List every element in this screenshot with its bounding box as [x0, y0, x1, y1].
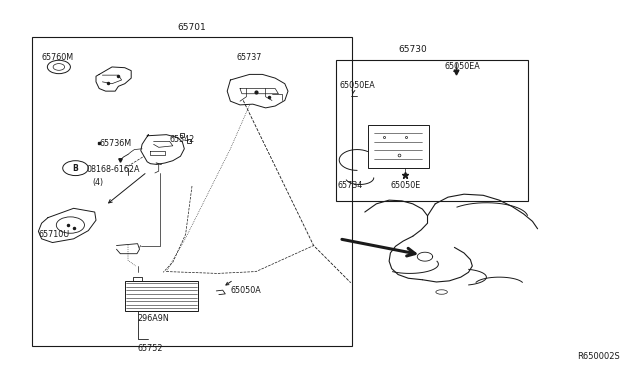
Text: 65050EA: 65050EA: [339, 81, 375, 90]
Text: 296A9N: 296A9N: [138, 314, 170, 323]
Text: R650002S: R650002S: [577, 352, 620, 361]
Text: 65760M: 65760M: [42, 53, 74, 62]
Text: 65701: 65701: [178, 23, 206, 32]
Text: 65752: 65752: [138, 344, 163, 353]
Circle shape: [63, 161, 88, 176]
Bar: [32, 37, 352, 346]
Text: 65050EA: 65050EA: [445, 62, 481, 71]
Bar: [125, 281, 198, 311]
Text: 08168-6162A: 08168-6162A: [86, 165, 140, 174]
Text: 65734: 65734: [337, 181, 362, 190]
Text: 65050A: 65050A: [230, 286, 261, 295]
Text: 65730: 65730: [399, 45, 427, 54]
Text: 65710U: 65710U: [38, 230, 70, 239]
Bar: [368, 125, 429, 168]
Text: 65050E: 65050E: [390, 181, 420, 190]
Text: 65736M: 65736M: [99, 139, 131, 148]
Text: 65737: 65737: [237, 53, 262, 62]
Text: B: B: [73, 164, 78, 173]
Text: (4): (4): [93, 178, 104, 187]
Text: 65342: 65342: [170, 135, 195, 144]
Bar: [336, 60, 528, 201]
